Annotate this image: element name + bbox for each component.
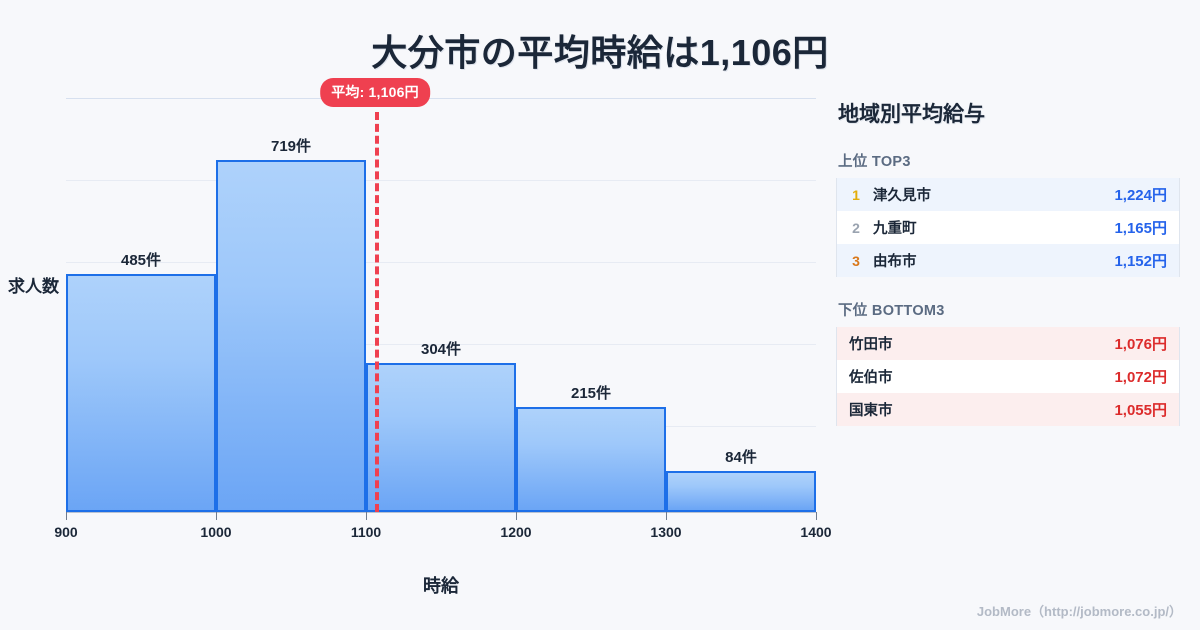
bar-value-label: 719件 — [270, 137, 312, 155]
region-wage: 1,152円 — [1114, 253, 1167, 270]
regional-average-panel: 地域別平均給与 上位 TOP3 1 津久見市 1,224円 2 九重町 1,16… — [836, 98, 1180, 448]
histogram-bar — [366, 363, 516, 512]
histogram-bar — [666, 470, 816, 512]
region-wage: 1,055円 — [1114, 402, 1167, 419]
bottom3-table: 竹田市 1,076円 佐伯市 1,072円 国東市 1,055円 — [836, 327, 1180, 426]
region-name: 九重町 — [873, 221, 917, 237]
y-axis-title: 求人数 — [8, 277, 59, 296]
histogram-bar — [516, 406, 666, 512]
bar-value-label: 304件 — [420, 341, 462, 359]
region-wage: 1,076円 — [1114, 336, 1167, 353]
bottom3-heading: 下位 BOTTOM3 — [838, 303, 945, 319]
table-row[interactable]: 国東市 1,055円 — [837, 393, 1179, 426]
region-wage: 1,224円 — [1114, 187, 1167, 204]
region-name: 由布市 — [873, 254, 917, 270]
bar-value-label: 485件 — [120, 252, 162, 270]
x-tick — [816, 512, 817, 520]
x-tick — [66, 512, 67, 520]
average-badge: 平均: 1,106円 — [320, 78, 430, 107]
x-tick-label: 1000 — [200, 524, 232, 540]
rank-number: 1 — [852, 186, 860, 203]
gridline — [66, 180, 816, 181]
x-tick-label: 900 — [54, 524, 78, 540]
panel-title: 地域別平均給与 — [838, 103, 985, 126]
top3-table: 1 津久見市 1,224円 2 九重町 1,165円 3 由布市 1,152円 — [836, 178, 1180, 277]
x-tick — [666, 512, 667, 520]
gridline — [66, 344, 816, 345]
page-title: 大分市の平均時給は1,106円 — [371, 32, 829, 73]
bar-value-label: 215件 — [570, 384, 612, 402]
x-axis-line — [66, 512, 816, 513]
x-tick-label: 1100 — [350, 524, 382, 540]
x-tick — [366, 512, 367, 520]
region-name: 津久見市 — [873, 188, 931, 204]
table-row[interactable]: 2 九重町 1,165円 — [837, 211, 1179, 244]
x-tick — [216, 512, 217, 520]
region-wage: 1,072円 — [1114, 369, 1167, 386]
plot-area: 485件 719件 304件 215件 84件 900 1000 1100 1200 1300 1… — [54, 78, 832, 540]
region-wage: 1,165円 — [1114, 220, 1167, 237]
x-tick — [516, 512, 517, 520]
x-tick-label: 1400 — [800, 524, 832, 540]
histogram-chart: 求人数 485件 719件 304件 215件 84件 900 1000 1100 1200 1… — [0, 78, 832, 606]
table-row[interactable]: 竹田市 1,076円 — [837, 327, 1179, 360]
histogram-bar — [66, 274, 216, 512]
top3-heading: 上位 TOP3 — [838, 154, 911, 170]
average-dashed-line — [375, 112, 379, 512]
rank-number: 2 — [852, 219, 860, 236]
x-tick-label: 1300 — [650, 524, 682, 540]
watermark: JobMore（http://jobmore.co.jp/） — [976, 604, 1182, 619]
table-row[interactable]: 佐伯市 1,072円 — [837, 360, 1179, 393]
table-row[interactable]: 3 由布市 1,152円 — [837, 244, 1179, 277]
region-name: 国東市 — [849, 403, 893, 419]
histogram-bar — [216, 159, 366, 512]
gridline — [66, 98, 816, 99]
region-name: 竹田市 — [849, 337, 893, 353]
x-tick-label: 1200 — [500, 524, 532, 540]
region-name: 佐伯市 — [849, 370, 893, 386]
x-axis-title: 時給 — [423, 576, 459, 596]
bar-value-label: 84件 — [725, 448, 757, 466]
rank-number: 3 — [852, 252, 860, 269]
gridline — [66, 262, 816, 263]
table-row[interactable]: 1 津久見市 1,224円 — [837, 178, 1179, 211]
